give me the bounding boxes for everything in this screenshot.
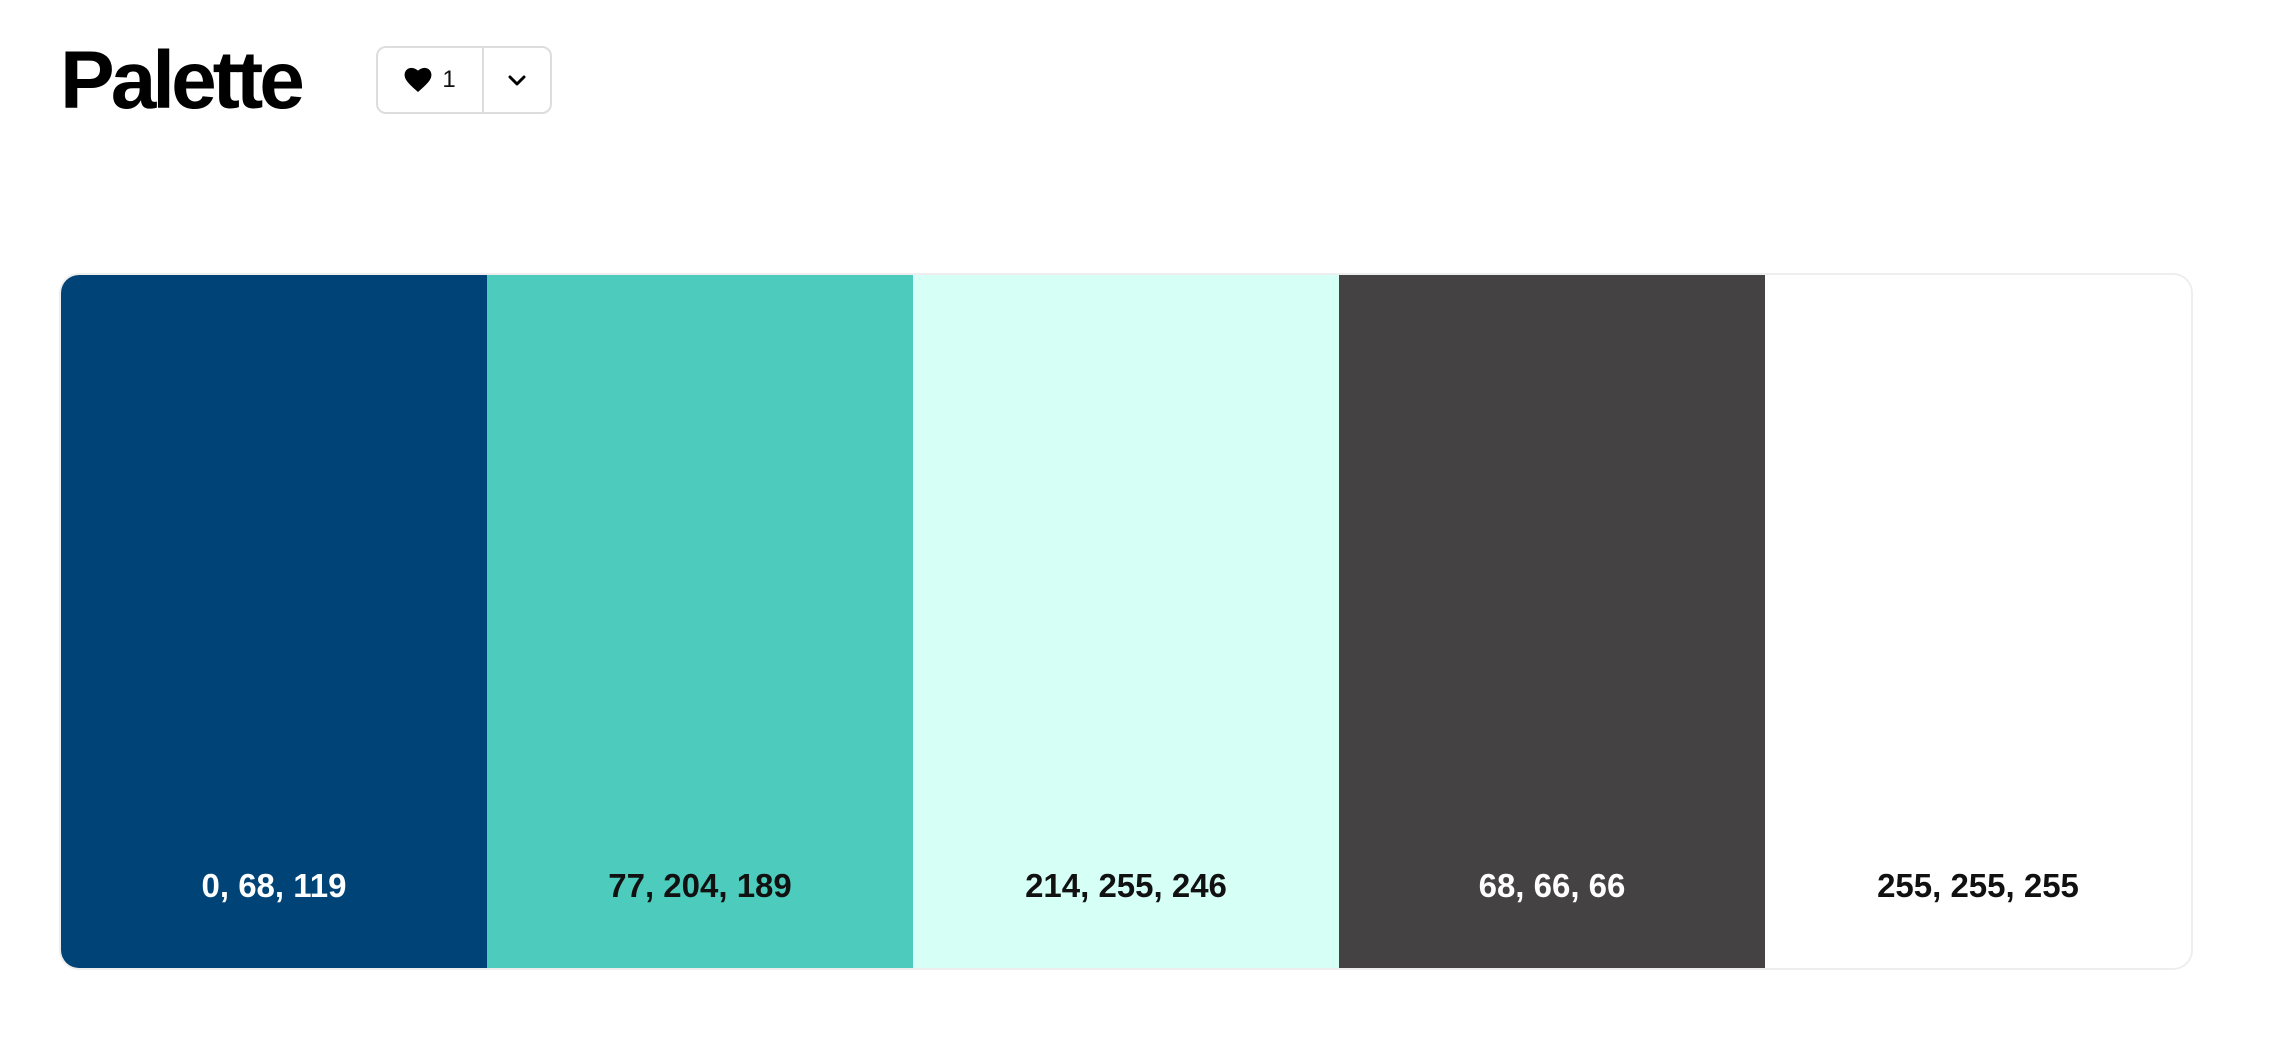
like-count: 1: [442, 66, 456, 93]
swatch-rgb-label: 77, 204, 189: [608, 867, 792, 904]
color-swatch[interactable]: 68, 66, 66: [1339, 275, 1765, 968]
swatch-rgb-label: 255, 255, 255: [1877, 867, 2079, 904]
color-swatch[interactable]: 255, 255, 255: [1765, 275, 2191, 968]
page-title: Palette: [60, 35, 305, 126]
color-palette: 0, 68, 119 77, 204, 189 214, 255, 246 68…: [59, 273, 2193, 970]
palette-actions: 1: [376, 46, 552, 114]
more-options-button[interactable]: [484, 48, 550, 112]
like-button[interactable]: 1: [378, 48, 484, 112]
swatch-rgb-label: 0, 68, 119: [201, 867, 347, 904]
heart-icon: [404, 67, 432, 93]
color-swatch[interactable]: 77, 204, 189: [487, 275, 913, 968]
chevron-down-icon: [507, 73, 527, 87]
color-swatch[interactable]: 214, 255, 246: [913, 275, 1339, 968]
swatch-rgb-label: 214, 255, 246: [1025, 867, 1227, 904]
color-swatch[interactable]: 0, 68, 119: [61, 275, 487, 968]
swatch-rgb-label: 68, 66, 66: [1478, 867, 1626, 904]
